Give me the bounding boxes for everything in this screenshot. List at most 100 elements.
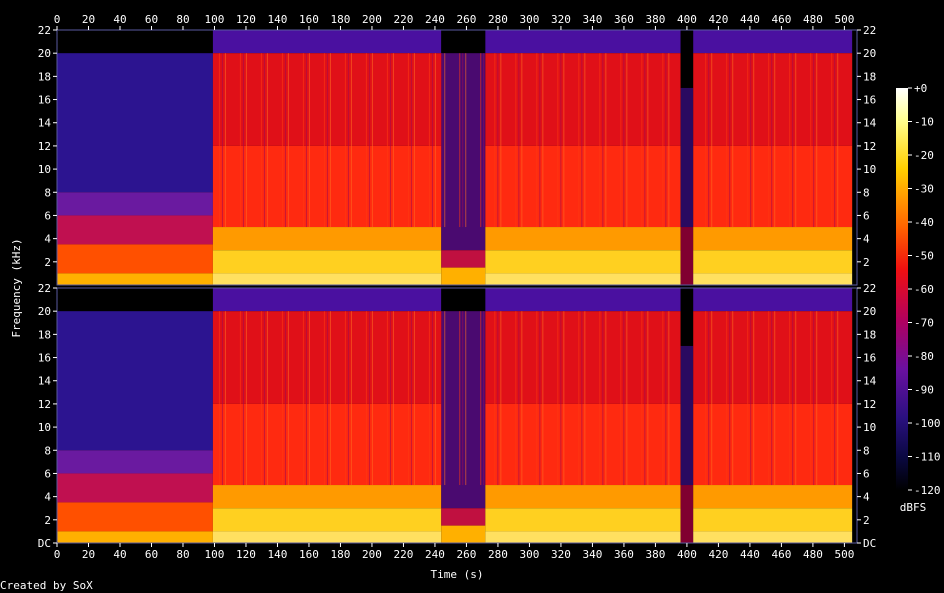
streak: [428, 311, 430, 486]
streak: [287, 53, 289, 228]
streak: [584, 311, 586, 486]
streak: [365, 53, 367, 228]
x-tick-label-bottom: 440: [740, 548, 760, 561]
streak: [392, 311, 394, 486]
streak: [768, 53, 770, 228]
band: [680, 30, 694, 88]
x-tick-label-top: 320: [551, 13, 571, 26]
colorbar-label: dBFS: [900, 501, 927, 514]
band: [693, 227, 853, 251]
streak: [480, 311, 482, 486]
y-tick-label-right: 8: [863, 186, 870, 199]
streak: [771, 311, 773, 486]
streak: [263, 311, 265, 486]
x-tick-label-top: 260: [457, 13, 477, 26]
streak: [732, 311, 734, 486]
streak: [500, 53, 502, 228]
colorbar-tick-label: -60: [914, 283, 934, 296]
band: [441, 525, 486, 543]
segment-gap: [680, 30, 694, 285]
band: [485, 273, 681, 285]
streak: [350, 311, 352, 486]
streak: [641, 311, 643, 486]
x-tick-label-bottom: 20: [82, 548, 95, 561]
streak: [834, 311, 836, 486]
segment-loud: [693, 30, 854, 285]
streak: [386, 311, 388, 486]
spectrogram-channel-1: [56, 29, 858, 286]
band: [485, 53, 681, 146]
streak: [224, 53, 226, 228]
streak: [668, 53, 670, 228]
band: [57, 30, 213, 54]
streak: [816, 311, 818, 486]
x-tick-label-top: 380: [645, 13, 665, 26]
streak: [302, 53, 304, 228]
y-tick-label-right: 6: [863, 467, 870, 480]
streak: [665, 53, 667, 228]
colorbar-tick-label: -90: [914, 384, 934, 397]
x-tick-label-top: 280: [488, 13, 508, 26]
streak: [708, 53, 710, 228]
streak: [837, 53, 839, 228]
y-tick-label-left: 10: [38, 421, 51, 434]
band: [57, 311, 213, 451]
streak: [441, 311, 443, 486]
streak: [789, 53, 791, 228]
streak: [344, 53, 346, 228]
streak: [813, 53, 815, 228]
y-tick-label-right: 18: [863, 70, 876, 83]
x-tick-label-bottom: 280: [488, 548, 508, 561]
x-tick-label-top: 0: [54, 13, 61, 26]
streak: [329, 53, 331, 228]
streak: [465, 53, 467, 228]
y-tick-label-left: 16: [38, 352, 51, 365]
streak: [392, 53, 394, 228]
x-tick-label-bottom: 160: [299, 548, 319, 561]
axes: 0 0 20 20 40 40 60 60 80 80 100 100 120 120 140 140 160 1…: [38, 13, 877, 561]
streak: [413, 311, 415, 486]
streak: [705, 311, 707, 486]
streak: [245, 311, 247, 486]
band: [693, 531, 853, 543]
streak: [584, 53, 586, 228]
streak: [599, 53, 601, 228]
streak: [242, 53, 244, 228]
y-tick-label-right: DC: [863, 537, 876, 550]
y-tick-label-right: 22: [863, 282, 876, 295]
streak: [263, 53, 265, 228]
outro: [852, 30, 857, 285]
streak: [578, 53, 580, 228]
colorbar-tick-label: -50: [914, 250, 934, 263]
x-tick-label-top: 20: [82, 13, 95, 26]
y-tick-label-left: 4: [44, 491, 51, 504]
streak: [539, 53, 541, 228]
streak: [711, 311, 713, 486]
y-tick-label-left: 8: [44, 444, 51, 457]
streak: [218, 311, 220, 486]
band: [441, 508, 486, 526]
streak: [792, 53, 794, 228]
streak: [434, 53, 436, 228]
streak: [774, 311, 776, 486]
streak: [284, 53, 286, 228]
band: [485, 30, 681, 54]
band: [680, 87, 694, 228]
band: [57, 531, 213, 543]
streak: [816, 53, 818, 228]
band: [57, 473, 213, 503]
streak: [308, 311, 310, 486]
streak: [305, 311, 307, 486]
streak: [518, 311, 520, 486]
x-tick-label-bottom: 420: [708, 548, 728, 561]
streak: [428, 53, 430, 228]
x-tick-label-top: 300: [520, 13, 540, 26]
x-tick-label-top: 360: [614, 13, 634, 26]
colorbar-tick-label: -30: [914, 183, 934, 196]
streak: [326, 311, 328, 486]
y-tick-label-right: 8: [863, 444, 870, 457]
streak: [224, 311, 226, 486]
streak: [500, 311, 502, 486]
streak: [326, 53, 328, 228]
